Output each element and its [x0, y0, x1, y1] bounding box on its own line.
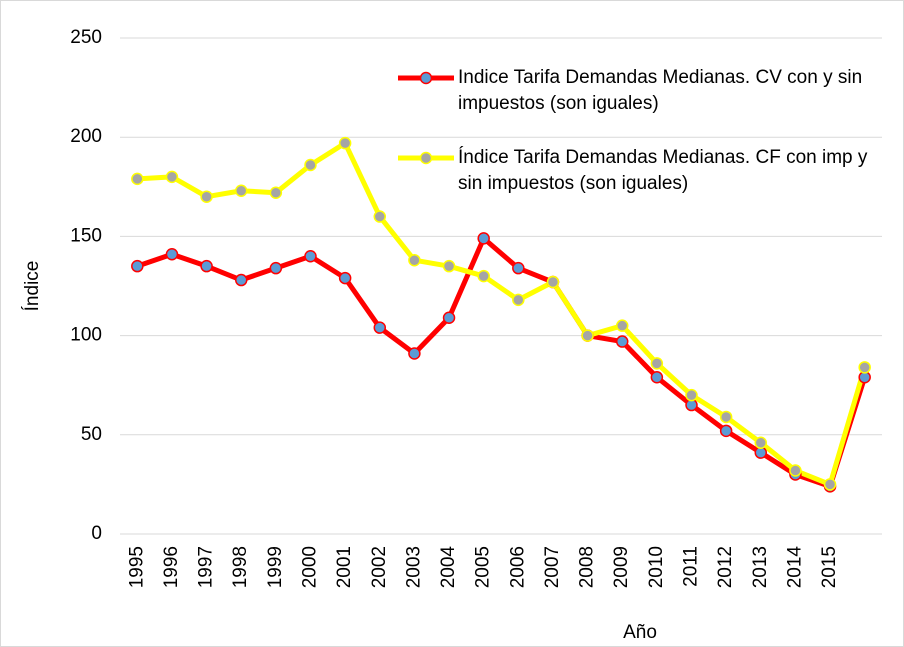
x-tick-label: 2008: [577, 546, 598, 588]
legend-marker: [419, 151, 433, 165]
series-line: [136, 235, 868, 489]
data-point: [477, 232, 490, 245]
data-point: [131, 172, 144, 186]
x-tick-label: 1997: [196, 546, 217, 588]
x-tick-label: 1996: [161, 546, 182, 588]
data-point: [719, 410, 733, 424]
y-axis-title: Índice: [22, 261, 43, 312]
data-point: [304, 158, 317, 172]
x-tick-label: 2010: [646, 546, 667, 588]
legend-marker: [419, 71, 433, 85]
x-tick-label: 2003: [403, 546, 424, 588]
data-point: [789, 464, 802, 477]
grid: [120, 37, 882, 535]
x-tick-label: 2004: [438, 546, 459, 589]
data-point: [512, 261, 525, 275]
data-point: [200, 259, 213, 273]
x-tick-label: 1999: [265, 546, 286, 588]
data-point: [581, 329, 594, 342]
data-point: [269, 261, 283, 275]
data-point: [546, 275, 560, 289]
data-point: [442, 259, 456, 273]
data-point: [234, 273, 248, 287]
data-point: [512, 293, 525, 307]
x-tick-label: 2012: [715, 546, 736, 588]
x-tick-label: 2005: [473, 546, 494, 588]
data-point: [823, 478, 837, 491]
data-point: [373, 210, 387, 223]
x-tick-label: 2000: [300, 546, 321, 588]
data-point: [615, 335, 629, 348]
y-tick-label: 200: [70, 126, 102, 147]
y-tick-label: 150: [70, 225, 102, 246]
data-point: [200, 190, 213, 203]
data-point: [269, 186, 283, 200]
y-tick-label: 100: [70, 325, 102, 346]
data-point: [234, 184, 248, 198]
x-tick-label: 2015: [819, 546, 840, 588]
data-point: [650, 371, 664, 384]
data-point: [615, 319, 629, 332]
x-tick-label: 1995: [126, 546, 147, 588]
data-point: [338, 136, 352, 150]
x-tick-label: 1998: [230, 546, 251, 588]
legend-label: Indice Tarifa Demandas Medianas. CV con …: [458, 67, 863, 114]
data-point: [719, 424, 733, 438]
x-tick-label: 2001: [334, 546, 355, 588]
x-tick-label: 2002: [369, 546, 390, 588]
legend-label: Índice Tarifa Demandas Medianas. CF con …: [458, 147, 868, 194]
x-tick-label: 2006: [507, 546, 528, 588]
x-tick-label: 2013: [750, 546, 771, 588]
data-point: [858, 361, 871, 374]
x-tick-label: 2007: [542, 546, 563, 588]
data-point: [131, 259, 144, 273]
data-point: [754, 436, 768, 449]
y-tick-label: 250: [70, 27, 102, 48]
data-point: [304, 249, 317, 263]
data-point: [408, 347, 421, 360]
y-tick-label: 0: [91, 523, 102, 544]
data-point: [373, 321, 387, 334]
x-tick-label: 2009: [611, 546, 632, 588]
series-line: [137, 140, 868, 487]
x-axis-title: Año: [623, 622, 657, 643]
x-tick-label: 2011: [681, 546, 702, 587]
data-point: [442, 311, 456, 324]
data-point: [165, 170, 179, 184]
data-point: [408, 253, 421, 267]
data-point: [685, 388, 698, 402]
data-point: [165, 248, 179, 261]
data-point: [338, 271, 352, 285]
data-point: [477, 269, 490, 283]
data-point: [650, 357, 664, 370]
x-tick-label: 2014: [784, 546, 805, 589]
y-tick-label: 50: [81, 424, 102, 445]
